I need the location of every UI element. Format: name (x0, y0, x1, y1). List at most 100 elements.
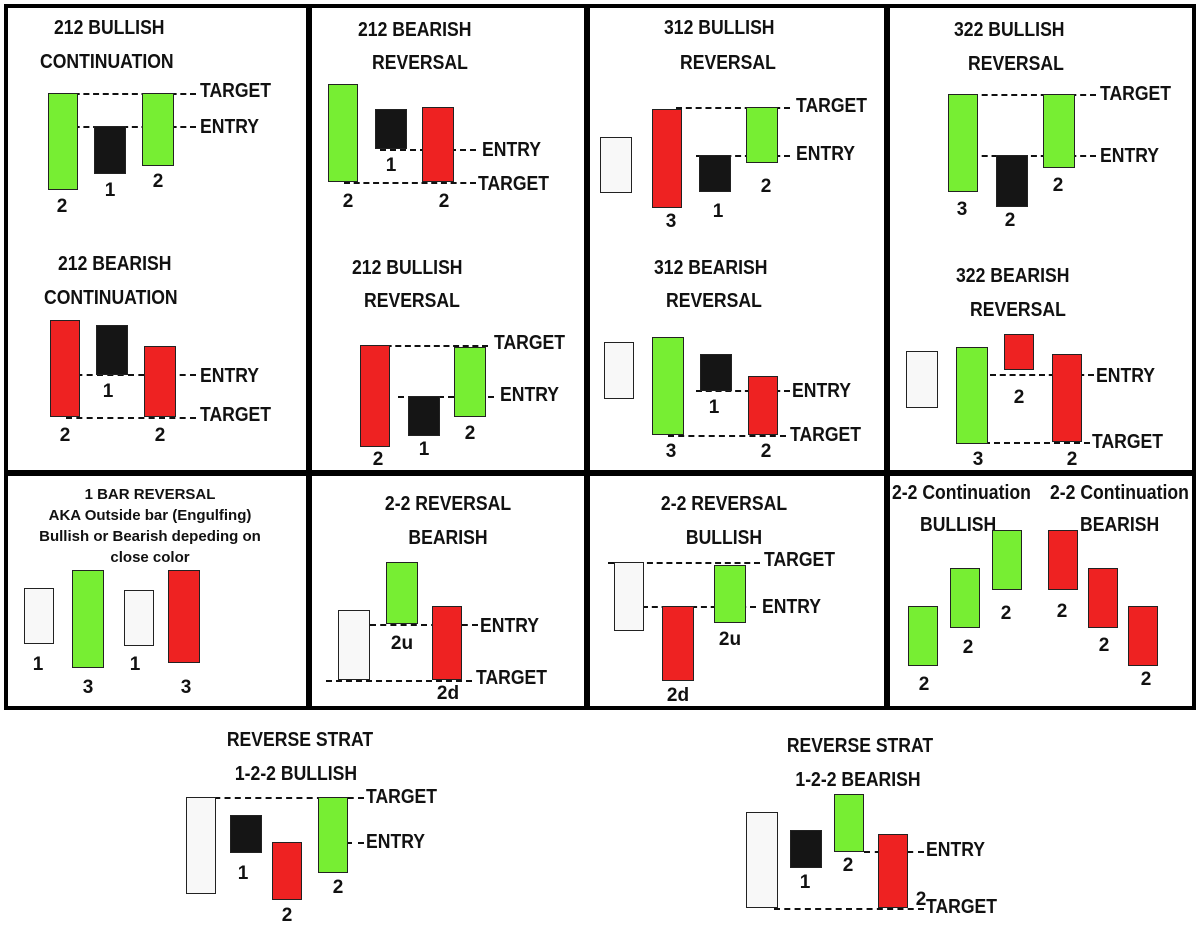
panel-title: 322 BULLISH (954, 19, 1065, 41)
bar-number: 2d (436, 683, 460, 704)
bar-number: 2 (59, 425, 71, 446)
target-line (676, 107, 790, 109)
panel-212-reversal (308, 4, 588, 474)
bullish-candle (454, 347, 486, 417)
bar-number: 3 (956, 199, 968, 220)
inside-candle (96, 325, 128, 375)
entry-label: ENTRY (482, 139, 542, 161)
panel-title: 322 BEARISH (956, 265, 1070, 287)
bar-number: 1 (102, 381, 114, 402)
bearish-candle (432, 606, 462, 680)
bar-number: 2 (915, 889, 927, 910)
entry-line (696, 390, 790, 392)
section-title: 1-2-2 BULLISH (234, 763, 358, 785)
bar-number: 2 (152, 171, 164, 192)
panel-subtitle: Bullish or Bearish depeding on (39, 528, 261, 545)
bar-number: 2 (1140, 669, 1152, 690)
bar-number: 2 (1013, 387, 1025, 408)
bearish-candle (878, 834, 908, 908)
bearish-candle (50, 320, 80, 417)
panel-title: 2-2 REVERSAL (384, 493, 512, 515)
bearish-candle (360, 345, 390, 447)
outside-candle (600, 137, 632, 193)
entry-label: ENTRY (792, 380, 852, 402)
entry-line (64, 126, 196, 128)
bullish-candle (318, 797, 348, 873)
bar-number: 2 (332, 877, 344, 898)
bar-number: 3 (180, 677, 192, 698)
entry-line (642, 606, 756, 608)
bar-number: 2 (918, 674, 930, 695)
bearish-candle (1052, 354, 1082, 442)
panel-title: REVERSAL (970, 299, 1066, 321)
bullish-candle (956, 347, 988, 444)
bearish-candle (1048, 530, 1078, 590)
section-title: REVERSE STRAT (226, 729, 374, 751)
panel-title: BEARISH (408, 527, 488, 549)
target-label: TARGET (1100, 83, 1172, 105)
bar-number: 1 (799, 872, 811, 893)
panel-title: 212 BEARISH (58, 253, 172, 275)
bullish-candle (834, 794, 864, 852)
bar-number: 1 (32, 654, 44, 675)
bar-number: 2 (760, 441, 772, 462)
target-line (608, 562, 760, 564)
outside-candle (24, 588, 54, 644)
bar-number: 2 (962, 637, 974, 658)
bearish-candle (1128, 606, 1158, 666)
entry-line (370, 624, 478, 626)
bar-number: 2 (1004, 210, 1016, 231)
bar-number: 1 (129, 654, 141, 675)
inside-candle (700, 354, 732, 391)
entry-label: ENTRY (796, 143, 856, 165)
target-label: TARGET (476, 667, 548, 689)
bearish-candle (272, 842, 302, 900)
panel-title: CONTINUATION (40, 51, 174, 73)
bar-number: 2 (372, 449, 384, 470)
bar-number: 2 (842, 855, 854, 876)
bar-number: 2 (281, 905, 293, 926)
entry-line (398, 396, 494, 398)
bar-number: 2 (1098, 635, 1110, 656)
bullish-candle (1043, 94, 1075, 168)
panel-title: REVERSAL (666, 290, 762, 312)
panel-1-bar-reversal (4, 472, 310, 710)
bar-number: 2 (1056, 601, 1068, 622)
target-label: TARGET (200, 80, 272, 102)
bar-number: 2 (438, 191, 450, 212)
bullish-candle (652, 337, 684, 435)
bullish-candle (386, 562, 418, 624)
outside-candle (124, 590, 154, 646)
panel-2-2-continuation (886, 472, 1196, 710)
outside-candle (186, 797, 216, 894)
bullish-candle (908, 606, 938, 666)
target-label: TARGET (926, 896, 998, 918)
bearish-candle (662, 606, 694, 681)
entry-label: ENTRY (200, 116, 260, 138)
bar-number: 2 (1000, 603, 1012, 624)
entry-label: ENTRY (1100, 145, 1160, 167)
bullish-candle (142, 93, 174, 166)
bar-number: 1 (385, 155, 397, 176)
bar-number: 2 (760, 176, 772, 197)
target-line (64, 93, 196, 95)
inside-candle (790, 830, 822, 868)
bar-number: 2 (1066, 449, 1078, 470)
target-line (962, 94, 1096, 96)
bar-number: 3 (665, 211, 677, 232)
bar-number: 1 (708, 397, 720, 418)
entry-label: ENTRY (500, 384, 560, 406)
bullish-candle (992, 530, 1022, 590)
entry-line (696, 155, 790, 157)
inside-candle (408, 396, 440, 436)
target-label: TARGET (796, 95, 868, 117)
panel-title: 212 BEARISH (358, 19, 472, 41)
outside-candle (614, 562, 644, 631)
panel-title: 2-2 REVERSAL (660, 493, 788, 515)
bearish-candle (168, 570, 200, 663)
bar-number: 1 (237, 863, 249, 884)
panel-title: 2-2 Continuation (1050, 482, 1189, 504)
section-title: REVERSE STRAT (786, 735, 934, 757)
panel-title: BULLISH (920, 514, 997, 536)
